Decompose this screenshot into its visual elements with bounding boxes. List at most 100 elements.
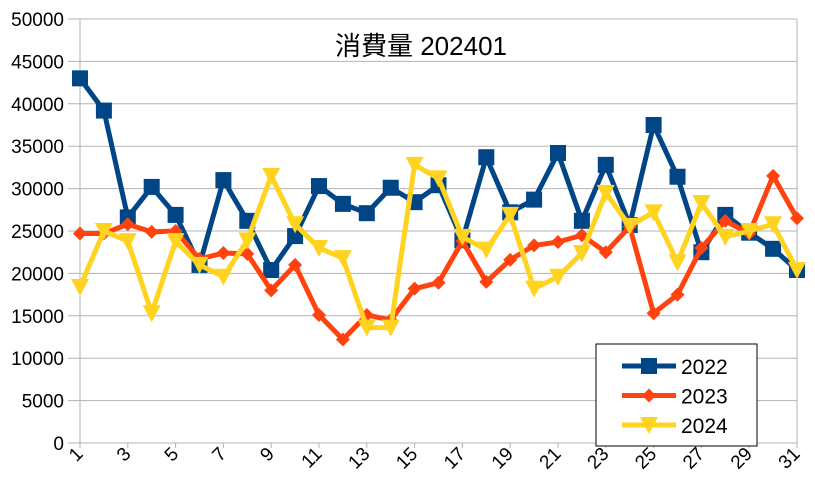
data-point-2023 [288, 257, 303, 272]
data-point-2023 [551, 235, 565, 250]
data-point-2024 [764, 216, 783, 234]
data-point-2022 [334, 195, 351, 212]
data-point-2024 [501, 206, 520, 224]
x-axis-tick-labels: 1 3 5 7 9 11 13 15 17 19 21 23 25 27 29 31 [65, 444, 804, 474]
x-tick-label: 1 [65, 444, 87, 466]
x-tick-label: 29 [727, 444, 757, 474]
x-tick-label: 3 [113, 444, 135, 466]
data-point-2024 [788, 262, 806, 280]
legend-box [595, 343, 758, 447]
x-tick-label: 27 [679, 444, 709, 474]
data-point-2024 [71, 278, 89, 296]
series-line-2023 [80, 173, 800, 343]
data-point-2023 [120, 217, 135, 232]
legend-marker [641, 358, 657, 374]
x-tick-label: 31 [775, 444, 805, 474]
x-tick-label: 25 [631, 444, 661, 474]
data-point-2022 [311, 178, 327, 195]
data-point-2024 [477, 241, 496, 259]
data-point-2024 [381, 319, 400, 337]
data-point-2024 [142, 305, 161, 323]
data-point-2024 [333, 250, 352, 268]
data-point-2024 [118, 233, 137, 251]
data-point-2024 [620, 217, 639, 235]
legend-marker [640, 417, 658, 434]
data-point-2024 [596, 184, 615, 202]
x-tick-label: 13 [345, 444, 375, 474]
data-point-2023 [431, 275, 446, 290]
data-point-2023 [240, 246, 255, 261]
data-point-2024 [214, 268, 233, 286]
y-tick-label: 45000 [11, 52, 64, 73]
y-tick-label: 25000 [11, 222, 64, 243]
x-tick-label: 9 [256, 444, 278, 466]
data-point-2023 [73, 226, 87, 241]
data-point-2024 [644, 204, 663, 222]
data-point-2022 [669, 168, 686, 185]
data-point-2022 [95, 102, 112, 119]
data-point-2022 [645, 117, 662, 133]
data-point-2023 [718, 213, 733, 228]
legend-marker [642, 388, 656, 403]
gridlines [68, 18, 798, 448]
data-point-2023 [670, 287, 685, 302]
y-tick-label: 40000 [11, 95, 64, 116]
legend-label: 2024 [681, 415, 728, 438]
data-point-2022 [167, 206, 184, 223]
series-2024 [71, 156, 806, 337]
data-point-2023 [598, 245, 613, 260]
data-point-2023 [335, 332, 350, 347]
legend-label: 2022 [681, 356, 728, 379]
data-point-2023 [216, 246, 231, 261]
data-point-2024 [429, 170, 448, 188]
data-point-2022 [765, 240, 782, 257]
data-point-2024 [357, 319, 376, 337]
x-tick-label: 15 [392, 444, 422, 474]
data-point-2024 [94, 223, 113, 240]
data-point-2024 [262, 167, 281, 185]
data-point-2022 [478, 149, 495, 166]
x-tick-label: 7 [209, 444, 231, 466]
data-point-2022 [597, 156, 614, 173]
data-point-2022 [215, 172, 232, 189]
data-point-2024 [310, 239, 328, 257]
data-point-2024 [166, 233, 185, 251]
x-tick-label: 23 [584, 444, 614, 474]
data-point-2023 [312, 307, 326, 322]
data-point-2023 [144, 224, 159, 239]
data-point-2022 [573, 212, 590, 229]
data-point-2022 [287, 228, 304, 245]
data-point-2023 [479, 274, 494, 289]
data-point-2022 [358, 205, 375, 222]
x-tick-label: 5 [161, 444, 183, 466]
data-point-2023 [694, 240, 709, 255]
data-point-2023 [790, 211, 804, 226]
data-point-2023 [527, 238, 542, 253]
legend-label: 2023 [681, 386, 728, 409]
data-point-2024 [525, 280, 544, 298]
data-point-2022 [526, 191, 543, 208]
y-tick-label: 0 [53, 434, 64, 455]
data-point-2022 [72, 70, 88, 87]
data-point-2022 [550, 144, 566, 161]
y-axis-tick-labels: 0 5000 10000 15000 20000 25000 30000 35000 40000… [11, 10, 64, 455]
data-point-2023 [646, 306, 661, 321]
data-point-2024 [453, 228, 472, 246]
data-point-2024 [572, 245, 591, 263]
data-point-2024 [238, 232, 257, 250]
y-tick-label: 15000 [11, 307, 64, 328]
data-point-2023 [766, 168, 781, 183]
chart-title: 消費量 202401 [335, 31, 507, 61]
x-tick-label: 11 [298, 444, 327, 473]
legend: 2022 2023 2024 [595, 343, 758, 447]
data-point-2024 [549, 268, 567, 286]
series-group [71, 70, 806, 347]
y-tick-label: 20000 [11, 264, 64, 285]
y-tick-label: 5000 [22, 392, 64, 413]
x-tick-label: 21 [536, 444, 566, 474]
data-point-2023 [503, 252, 518, 267]
data-point-2024 [740, 223, 759, 240]
x-tick-label: 17 [440, 444, 470, 474]
y-tick-label: 10000 [11, 349, 64, 370]
